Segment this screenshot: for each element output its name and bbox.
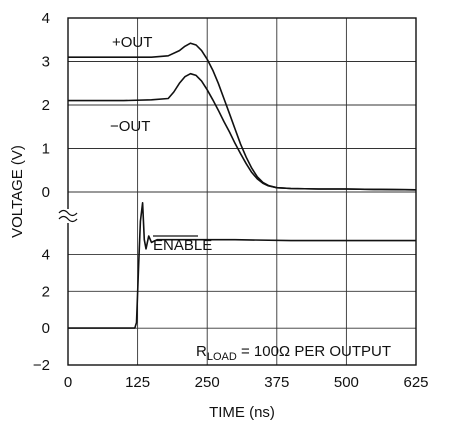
y-tick-lower-2: 2 [42, 283, 50, 300]
label-minus-out: −OUT [110, 118, 150, 135]
y-tick-upper-3: 3 [42, 54, 50, 71]
label-enable: ENABLE [153, 237, 212, 254]
y-axis-label: VOLTAGE (V) [9, 145, 26, 238]
series-upper-0 [68, 42, 417, 191]
break-wave-1 [58, 209, 78, 217]
rload-sub: LOAD [207, 351, 237, 363]
x-tick-250: 250 [195, 374, 220, 391]
plot-frame [67, 17, 417, 366]
grid-lines [68, 18, 416, 366]
axis-break-icon [58, 209, 78, 223]
x-tick-500: 500 [334, 374, 359, 391]
label-rload: RLOAD = 100Ω PER OUTPUT [196, 343, 391, 363]
break-wave-2 [58, 215, 78, 223]
y-tick-lower--2: −2 [33, 357, 50, 374]
rload-suffix: = 100Ω PER OUTPUT [237, 343, 391, 360]
break-gap [59, 209, 77, 223]
series-upper-1 [68, 72, 417, 191]
y-tick-upper-4: 4 [42, 10, 50, 27]
traces [68, 42, 417, 329]
x-tick-125: 125 [125, 374, 150, 391]
x-axis-label: TIME (ns) [209, 404, 275, 421]
y-tick-upper-1: 1 [42, 141, 50, 158]
x-tick-0: 0 [64, 374, 72, 391]
label-plus-out: +OUT [112, 34, 152, 51]
tick-labels: 0 125 250 375 500 625 0 1 2 3 4 −2 0 2 4 [33, 10, 429, 391]
y-tick-lower-0: 0 [42, 320, 50, 337]
y-tick-upper-2: 2 [42, 97, 50, 114]
x-tick-375: 375 [264, 374, 289, 391]
y-tick-upper-0: 0 [42, 184, 50, 201]
series-lower-0 [68, 202, 416, 329]
y-tick-lower-4: 4 [42, 246, 50, 263]
rload-prefix: R [196, 343, 207, 360]
x-tick-625: 625 [403, 374, 428, 391]
